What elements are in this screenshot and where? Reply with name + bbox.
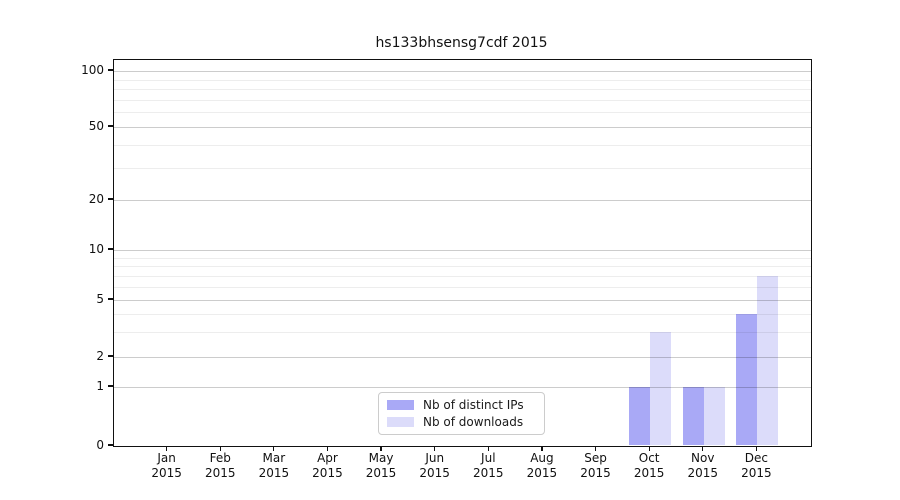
x-tick-year: 2015 — [633, 466, 665, 480]
bar-downloads-nov — [703, 387, 725, 445]
gridline-major — [114, 71, 811, 72]
y-axis-tick-mark — [108, 444, 113, 446]
y-axis-tick-mark — [108, 298, 113, 300]
x-tick-month: May — [368, 451, 394, 465]
x-tick-month: Jun — [425, 451, 445, 465]
x-axis-tick-label: Feb 2015 — [190, 451, 250, 481]
x-axis-tick-mark — [648, 446, 650, 451]
gridline-minor — [114, 331, 811, 333]
x-axis-tick-mark — [273, 446, 275, 451]
x-tick-year: 2015 — [741, 466, 772, 480]
gridline-minor — [114, 144, 811, 146]
x-axis-tick-label: Nov 2015 — [673, 451, 733, 481]
legend-item-distinct-ips: Nb of distinct IPs — [379, 398, 544, 412]
y-axis-tick-mark — [108, 248, 113, 250]
x-tick-month: Sep — [584, 451, 607, 465]
gridline-minor — [114, 112, 811, 114]
x-axis-tick-mark — [541, 446, 543, 451]
gridline-minor — [114, 286, 811, 288]
gridline-major — [114, 357, 811, 358]
y-axis-tick-label: 5 — [96, 291, 104, 306]
gridline-minor — [114, 167, 811, 169]
gridline-minor — [114, 79, 811, 81]
x-axis-tick-label: Apr 2015 — [297, 451, 357, 481]
x-tick-year: 2015 — [258, 466, 290, 480]
gridline-major — [114, 200, 811, 201]
x-tick-year: 2015 — [365, 466, 397, 480]
chart-title: hs133bhsensg7cdf 2015 — [375, 35, 548, 51]
x-tick-year: 2015 — [419, 466, 450, 480]
gridline-minor — [114, 266, 811, 268]
x-axis-tick-mark — [594, 446, 597, 451]
x-tick-month: Oct — [638, 451, 660, 465]
x-tick-year: 2015 — [312, 466, 343, 480]
bar-downloads-dec — [757, 275, 779, 445]
legend-swatch-downloads — [387, 417, 414, 427]
y-axis-tick-mark — [108, 69, 113, 71]
gridline-minor — [114, 99, 811, 101]
x-axis-tick-mark — [755, 446, 757, 451]
x-axis-tick-label: Jun 2015 — [405, 451, 465, 481]
y-axis-tick-mark — [108, 355, 113, 357]
y-axis-tick-label: 2 — [96, 348, 104, 363]
x-tick-year: 2015 — [151, 466, 182, 480]
x-tick-month: Aug — [530, 451, 554, 465]
x-tick-month: Jan — [157, 451, 176, 465]
gridline-major — [114, 387, 811, 388]
x-axis-tick-label: Aug 2015 — [512, 451, 572, 481]
x-tick-month: Jul — [481, 451, 496, 465]
x-axis-tick-mark — [487, 446, 489, 451]
x-tick-year: 2015 — [687, 466, 719, 480]
x-tick-year: 2015 — [526, 466, 558, 480]
x-axis-tick-label: Dec 2015 — [726, 451, 786, 481]
x-tick-month: Feb — [209, 451, 231, 465]
y-axis-tick-mark — [108, 198, 113, 200]
x-axis-tick-label: Jul 2015 — [458, 451, 518, 481]
gridline-major — [114, 300, 811, 301]
y-axis-tick-label: 10 — [88, 241, 104, 256]
gridline-minor — [114, 89, 811, 91]
y-axis-tick-mark — [108, 385, 113, 387]
y-axis-tick-label: 0 — [96, 437, 104, 452]
gridline-major — [114, 250, 811, 251]
x-tick-month: Nov — [691, 451, 715, 465]
legend-swatch-distinct-ips — [387, 400, 414, 410]
plot-area — [113, 59, 812, 447]
x-axis-tick-mark — [702, 446, 704, 451]
y-axis-tick-mark — [108, 125, 113, 127]
y-axis-tick-label: 1 — [96, 378, 104, 393]
bar-distinct-ips-dec — [736, 313, 758, 445]
legend: Nb of distinct IPs Nb of downloads — [378, 392, 545, 435]
x-axis-tick-mark — [434, 446, 436, 451]
x-axis-tick-label: Sep 2015 — [566, 451, 626, 481]
x-axis-tick-mark — [219, 446, 221, 451]
x-tick-year: 2015 — [473, 466, 504, 480]
gridline-minor — [114, 313, 811, 315]
bar-distinct-ips-oct — [629, 387, 651, 445]
bar-distinct-ips-nov — [682, 387, 704, 445]
y-axis-tick-label: 50 — [88, 118, 104, 133]
x-tick-year: 2015 — [204, 466, 236, 480]
gridline-minor — [114, 257, 811, 259]
gridline-minor — [114, 275, 811, 277]
legend-label-distinct-ips: Nb of distinct IPs — [423, 398, 524, 412]
x-axis-tick-label: Oct 2015 — [619, 451, 679, 481]
x-axis-tick-label: Mar 2015 — [244, 451, 304, 481]
x-tick-year: 2015 — [580, 466, 611, 480]
y-axis-tick-label: 20 — [88, 191, 104, 206]
x-axis-tick-label: Jan 2015 — [137, 451, 197, 481]
x-tick-month: Dec — [744, 451, 768, 465]
x-axis-tick-mark — [326, 446, 329, 451]
bar-downloads-oct — [650, 331, 672, 445]
x-axis-tick-mark — [380, 446, 382, 451]
legend-item-downloads: Nb of downloads — [379, 415, 544, 429]
legend-label-downloads: Nb of downloads — [423, 415, 524, 429]
x-tick-month: Apr — [317, 451, 338, 465]
gridline-major — [114, 127, 811, 128]
x-axis-tick-mark — [166, 446, 168, 451]
x-tick-month: Mar — [262, 451, 286, 465]
x-axis-tick-label: May 2015 — [351, 451, 411, 481]
y-axis-tick-label: 100 — [81, 62, 104, 77]
